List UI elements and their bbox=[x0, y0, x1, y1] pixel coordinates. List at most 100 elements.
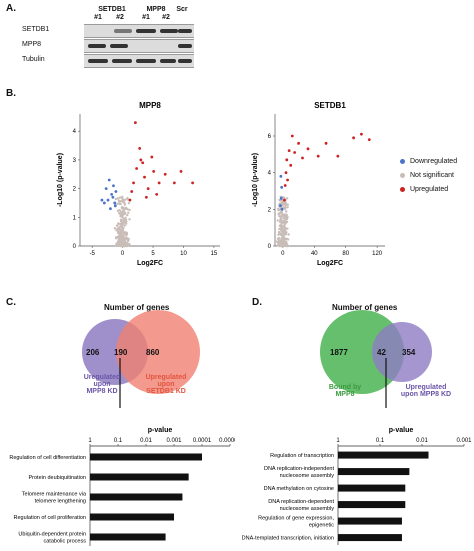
venn-diagram-c bbox=[82, 310, 200, 408]
category-label: nucleosome assembly bbox=[280, 506, 335, 512]
volcano-plot-setdb1: SETDB1 0 2 4 6 0 40 80 120 Log2FC -Log10 (p-value) bbox=[252, 101, 385, 267]
upregulated-point bbox=[144, 195, 148, 199]
y-tick-label: 4 bbox=[268, 171, 272, 177]
upregulated-point bbox=[285, 158, 289, 162]
upregulated-point bbox=[306, 147, 310, 151]
x-tick-label: 1 bbox=[88, 438, 92, 444]
venn-circle-right bbox=[372, 322, 432, 382]
not-significant-point bbox=[119, 202, 122, 206]
not-significant-point bbox=[127, 201, 131, 205]
not-significant-point bbox=[285, 197, 289, 200]
blot-band bbox=[178, 29, 192, 33]
bar bbox=[90, 453, 202, 461]
upregulated-point bbox=[367, 138, 371, 142]
not-significant-point bbox=[285, 210, 288, 213]
not-significant-point bbox=[277, 233, 280, 236]
upregulated-point bbox=[301, 156, 304, 160]
not-significant-point bbox=[277, 236, 281, 240]
venn-left-count-c: 206 bbox=[86, 348, 100, 357]
not-significant-point bbox=[119, 231, 122, 235]
upregulated-point bbox=[155, 192, 159, 196]
upregulated-point bbox=[287, 149, 291, 153]
not-significant-point bbox=[116, 197, 120, 200]
not-significant-point bbox=[287, 233, 290, 236]
not-significant-point bbox=[127, 211, 130, 214]
not-significant-point bbox=[283, 225, 286, 229]
bar bbox=[338, 501, 406, 509]
upregulated-point bbox=[157, 181, 161, 185]
upregulated-point bbox=[360, 132, 363, 136]
x-tick-label: 0 bbox=[281, 251, 285, 257]
not-significant-point bbox=[126, 240, 130, 243]
x-tick-label: 80 bbox=[342, 251, 349, 257]
venn-right-label-c: Upregulated upon SETDB1 KD bbox=[145, 374, 187, 395]
plot-title: SETDB1 bbox=[314, 101, 346, 110]
not-significant-point bbox=[285, 220, 289, 224]
upregulated-point bbox=[139, 158, 143, 162]
not-significant-point bbox=[117, 200, 121, 203]
blot-band bbox=[136, 59, 156, 63]
venn-title-c: Number of genes bbox=[104, 303, 170, 312]
not-significant-point bbox=[279, 225, 282, 228]
venn-left-count-d: 1877 bbox=[330, 348, 348, 357]
y-tick-label: 1 bbox=[73, 215, 77, 221]
not-significant-point bbox=[114, 237, 118, 240]
blot-band bbox=[88, 44, 106, 48]
bar bbox=[338, 451, 429, 459]
venn-circle-right bbox=[116, 310, 200, 394]
y-tick-label: 2 bbox=[268, 207, 272, 213]
not-significant-point bbox=[281, 234, 285, 237]
blot-mpp8 bbox=[84, 39, 194, 53]
downregulated-point bbox=[110, 192, 114, 196]
volcano-plot-mpp8: MPP8 0 1 2 3 4 -5 0 5 10 15 Log2FC -Log10 (p-value) bbox=[57, 101, 220, 267]
downregulated-point bbox=[280, 207, 284, 211]
venn-right-count-c: 860 bbox=[146, 348, 160, 357]
downregulated-point bbox=[104, 187, 108, 191]
downregulated-point bbox=[279, 174, 283, 178]
not-significant-point bbox=[125, 207, 128, 211]
x-axis-label: Log2FC bbox=[317, 260, 343, 267]
row-label-mpp8: MPP8 bbox=[22, 41, 42, 48]
blot-band bbox=[160, 29, 178, 33]
not-significant-point bbox=[281, 242, 285, 245]
not-significant-point bbox=[284, 233, 288, 236]
blot-band bbox=[160, 59, 176, 63]
not-significant-point bbox=[120, 237, 123, 240]
y-tick-label: 4 bbox=[73, 129, 77, 135]
downregulated-point bbox=[280, 185, 284, 189]
row-label-tubulin: Tubulin bbox=[22, 56, 45, 63]
venn-overlap-count-c: 190 bbox=[114, 348, 128, 357]
downregulated-dot-icon bbox=[400, 158, 405, 164]
not-significant-point bbox=[280, 219, 283, 223]
downregulated-point bbox=[279, 196, 283, 200]
blot-setdb1 bbox=[84, 24, 194, 38]
not-significant-point bbox=[117, 222, 120, 225]
venn-right-label-d: Upregulated upon MPP8 KD bbox=[400, 384, 452, 398]
venn-left-label-d: Bound by MPP8 bbox=[328, 384, 362, 398]
not-significant-point bbox=[280, 237, 284, 241]
blot-band bbox=[88, 59, 108, 63]
x-tick-label: 120 bbox=[372, 251, 383, 257]
panel-a-letter: A. bbox=[6, 3, 16, 14]
venn-diagram-d bbox=[320, 310, 432, 408]
x-tick-label: 1 bbox=[336, 438, 340, 444]
not-significant-point bbox=[285, 244, 288, 247]
upregulated-point bbox=[128, 198, 132, 202]
downregulated-point bbox=[106, 198, 110, 202]
blot-band bbox=[136, 29, 156, 33]
not-significant-point bbox=[116, 224, 119, 227]
y-axis-label: -Log10 (p-value) bbox=[252, 153, 259, 207]
upregulated-point bbox=[290, 134, 294, 138]
category-label: nucleosome assembly bbox=[280, 473, 335, 479]
blot-band bbox=[112, 59, 132, 63]
x-tick-label: 5 bbox=[151, 251, 155, 257]
not-significant-point bbox=[286, 206, 289, 209]
category-label: Regulation of cell proliferation bbox=[14, 515, 86, 521]
upregulated-point bbox=[284, 171, 288, 175]
blot-band bbox=[178, 59, 192, 63]
upregulated-point bbox=[152, 169, 156, 173]
y-tick-label: 0 bbox=[73, 244, 77, 250]
not-significant-point bbox=[126, 213, 129, 217]
legend-label: Downregulated bbox=[410, 157, 458, 165]
category-label: epigenetic bbox=[309, 523, 334, 529]
